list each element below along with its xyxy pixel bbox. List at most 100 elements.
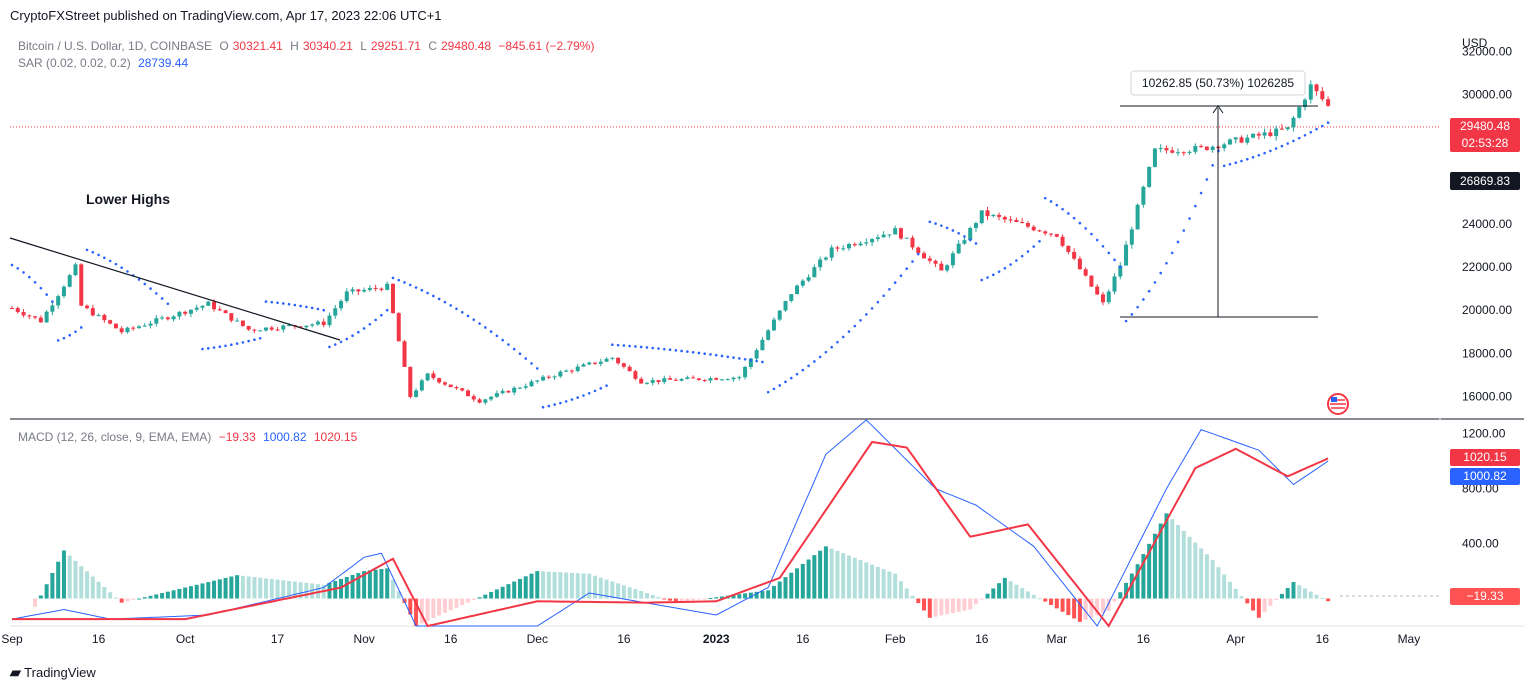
histogram-bar (783, 577, 788, 599)
histogram-bar (731, 594, 736, 599)
sar-dot (801, 368, 805, 372)
histogram-bar (604, 579, 609, 599)
candle-body (327, 315, 332, 326)
sar-dot (853, 324, 857, 328)
time-tick-label: 16 (796, 632, 810, 646)
price-legend: Bitcoin / U.S. Dollar, 1D, COINBASE O 303… (18, 39, 598, 53)
candle-body (1014, 219, 1019, 223)
macd-axis[interactable]: 1200.00 800.00 400.00 (1462, 427, 1506, 551)
candle-body (1326, 99, 1331, 106)
candle-body (119, 328, 124, 333)
candle-body (21, 311, 26, 316)
candle-body (148, 323, 153, 326)
candle-body (835, 247, 840, 249)
candle-body (1135, 204, 1140, 230)
candle-body (575, 366, 580, 371)
candle-body (1239, 137, 1244, 143)
histogram-bar (806, 559, 811, 599)
histogram-bar (968, 598, 973, 610)
macd-tick-label: 800.00 (1462, 482, 1499, 496)
candle-body (864, 242, 869, 244)
candle-body (610, 357, 615, 359)
time-tick-label: 16 (975, 632, 989, 646)
time-tick-label: Dec (527, 632, 548, 646)
histogram-bar (171, 590, 176, 599)
sar-dot (1095, 238, 1099, 242)
histogram-bar (1245, 598, 1250, 604)
candle-body (1279, 128, 1284, 130)
sar-dot (616, 343, 620, 347)
histogram-bar (217, 579, 222, 599)
sar-dot (662, 347, 666, 351)
candle-body (927, 258, 932, 261)
sar-dot (963, 235, 966, 238)
sar-dot (1165, 261, 1168, 265)
candle-body (593, 362, 598, 364)
sar-dot (934, 222, 937, 225)
sar-dot (622, 344, 626, 347)
histogram-bar (720, 596, 724, 599)
low-value: 29251.71 (370, 39, 421, 53)
histogram-bar (870, 564, 875, 599)
histogram-bar (494, 589, 499, 599)
candle-body (1251, 133, 1256, 138)
candle-body (569, 370, 574, 372)
price-tick-label: 20000.00 (1462, 303, 1512, 317)
candle-body (402, 341, 407, 367)
histogram-bar (125, 598, 130, 602)
histogram-bar (1233, 588, 1238, 599)
histogram-bar (235, 575, 240, 599)
sar-dot (1292, 139, 1295, 143)
time-axis[interactable]: Sep 16 Oct 17 Nov 16 Dec 16 2023 16 Feb 16 Mar 16 Apr 1… (1, 632, 1420, 646)
sar-dot (582, 394, 585, 397)
histogram-bar (1077, 598, 1082, 622)
sar-dot (818, 355, 822, 359)
last-price-value: 29480.48 (1459, 119, 1511, 133)
candle-body (708, 378, 713, 381)
histogram-bar (44, 584, 49, 599)
us-flag-icon[interactable] (1327, 393, 1349, 415)
histogram-bar (108, 592, 113, 599)
histogram-bar (1112, 598, 1117, 602)
sar-dot (940, 224, 943, 227)
tradingview-logo[interactable]: ▰ TradingView (10, 664, 96, 681)
candle-body (1083, 269, 1088, 276)
sar-label[interactable]: SAR (0.02, 0.02, 0.2) (18, 56, 131, 70)
macd-tick-label: 1200.00 (1462, 427, 1506, 441)
sar-dot (639, 345, 643, 349)
lower-highs-trendline[interactable] (9, 237, 341, 341)
sar-dot (85, 248, 89, 252)
sar-dot (1211, 164, 1214, 167)
histogram-bar (1187, 536, 1192, 599)
histogram-bar (535, 571, 540, 599)
price-axis[interactable]: 32000.0030000.0028000.0026000.0024000.00… (1462, 45, 1512, 404)
sar-dot (10, 263, 14, 267)
macd-signal-value: 1020.15 (313, 430, 358, 444)
symbol-label[interactable]: Bitcoin / U.S. Dollar, 1D, COINBASE (18, 39, 213, 53)
sar-dot (426, 291, 429, 295)
candle-body (1118, 265, 1123, 277)
candle-body (529, 381, 534, 387)
candle-body (448, 384, 453, 388)
sar-dot (628, 344, 631, 348)
histogram-bar (529, 573, 534, 599)
histogram-bar (379, 569, 384, 599)
sar-dot (905, 267, 909, 271)
sar-dot (362, 327, 366, 330)
lower-highs-label[interactable]: Lower Highs (86, 191, 170, 207)
sar-dot (16, 267, 20, 270)
candle-body (15, 308, 20, 312)
histogram-bar (1152, 533, 1157, 599)
candle-body (754, 350, 759, 359)
macd-label[interactable]: MACD (12, 26, close, 9, EMA, EMA) (18, 430, 212, 444)
candle-body (73, 264, 78, 276)
sar-dot (605, 384, 608, 387)
sar-dot (1315, 127, 1318, 131)
price-range-measure[interactable]: 10262.85 (50.73%) 1026285 (1120, 70, 1318, 318)
histogram-bar (489, 591, 494, 599)
time-tick-label: Oct (176, 632, 195, 646)
candle-body (385, 283, 390, 290)
sar-dot (530, 362, 533, 365)
change-value: −845.61 (−2.79%) (498, 39, 595, 53)
